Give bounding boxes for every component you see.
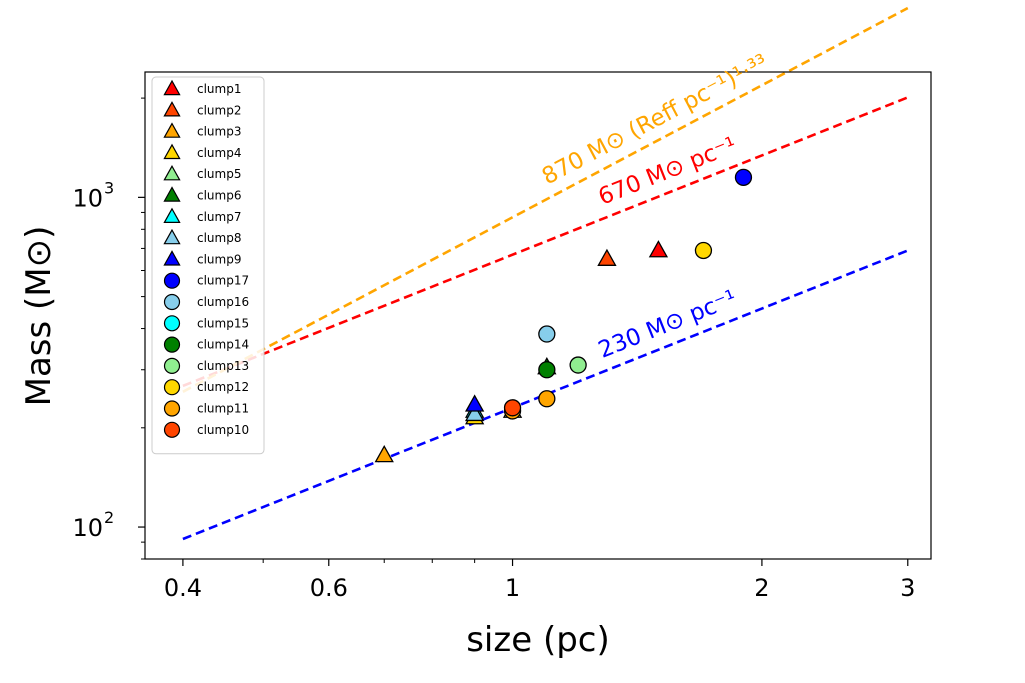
clump12-point [694,241,713,260]
legend-marker-clump11 [163,400,181,417]
line-870 [182,6,909,393]
clump2-point [597,248,617,266]
legend-marker-clump1 [163,79,181,96]
y-axis-label: Mass (M⊙) [19,226,59,407]
clump17-point [734,168,753,186]
legend-label-clump3: clump3 [197,125,241,139]
legend-marker-clump13 [163,357,181,374]
legend-label-clump8: clump8 [197,231,241,245]
clump10-point [503,399,522,417]
line-230 [182,249,909,541]
legend-marker-clump17 [163,272,181,289]
clump3-point [374,445,394,463]
legend-marker-clump15 [163,315,181,332]
legend-label-clump17: clump17 [197,274,249,288]
legend-marker-clump12 [163,379,181,396]
legend-label-clump6: clump6 [197,189,241,203]
x-tick-label-2: 2 [754,574,769,602]
y-tick-exponent-100: 2 [104,508,114,527]
legend-marker-clump16 [163,293,181,311]
clump13-point [569,356,587,374]
legend-label-clump2: clump2 [197,103,241,117]
legend-label-clump10: clump10 [197,423,249,437]
legend-marker-clump9 [163,250,181,266]
legend-marker-clump3 [163,122,181,138]
x-axis-label: size (pc) [466,620,610,660]
legend-label-clump7: clump7 [197,210,241,224]
legend-marker-clump5 [163,164,181,181]
legend-label-clump11: clump11 [197,402,249,416]
clump16-point [538,325,556,343]
legend-label-clump14: clump14 [197,338,249,352]
legend-marker-clump4 [163,143,181,160]
legend-marker-clump10 [163,421,181,438]
legend-marker-clump2 [163,101,181,117]
legend-label-clump5: clump5 [197,167,241,181]
legend-marker-clump8 [163,228,181,245]
data-points [374,168,753,463]
legend-label-clump16: clump16 [197,295,249,309]
plot-frame [144,71,932,560]
legend-label-clump15: clump15 [197,316,249,330]
legend-label-clump13: clump13 [197,359,249,373]
clump1-point [648,240,669,258]
legend-label-clump9: clump9 [197,252,241,266]
x-tick-label-3: 3 [900,574,915,602]
legend-label-clump1: clump1 [197,82,241,96]
legend-marker-clump7 [163,207,181,223]
y-tick-label-1000: 10 [72,184,103,212]
clump11-point-1 [538,390,556,408]
clump9-point [464,394,485,412]
legend-box [151,76,265,455]
legend-marker-clump14 [163,336,181,353]
y-tick-label-100: 10 [72,514,103,542]
y-tick-exponent-1000: 3 [104,178,114,197]
legend-label-clump4: clump4 [197,146,241,160]
x-tick-label-0-6: 0.6 [310,574,348,602]
clump14-point [538,361,556,379]
fit-lines [182,6,909,541]
legend-label-clump12: clump12 [197,380,249,394]
legend: clump1 clump2 clump3 clump4 clump5 clump6 clum… [151,76,265,455]
line-670 [182,96,909,388]
x-tick-label-0-4: 0.4 [164,574,202,602]
x-tick-label-1: 1 [505,574,520,602]
clump8-point [464,403,485,422]
legend-marker-clump6 [163,186,181,202]
